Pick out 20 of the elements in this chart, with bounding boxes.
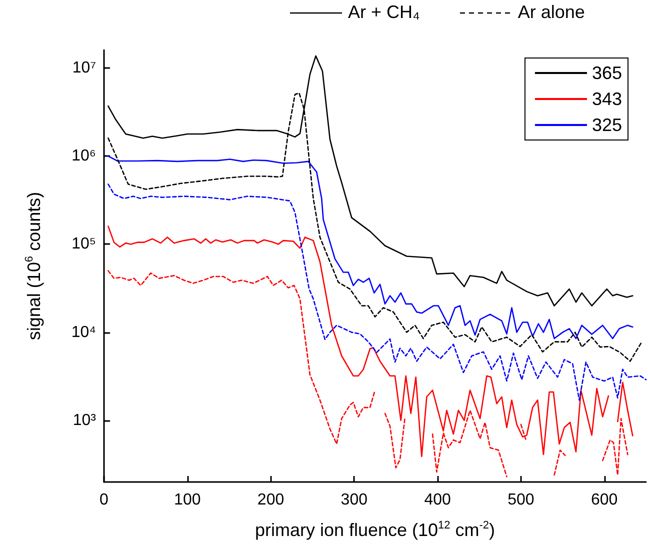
x-tick-label: 400 — [424, 492, 451, 508]
legend-label: 325 — [592, 115, 622, 135]
y-tick-label: 10⁴ — [71, 324, 96, 341]
x-tick-label: 500 — [508, 492, 534, 508]
x-tick-label: 600 — [590, 492, 618, 508]
y-tick-label: 10⁷ — [72, 59, 96, 76]
line-series — [108, 155, 634, 340]
x-tick-label: 300 — [340, 492, 368, 508]
y-tick-label: 10³ — [72, 412, 97, 429]
text: Ar + CH₄ — [348, 2, 420, 23]
y-axis-title: signal (106 counts) — [24, 192, 44, 340]
y-tick-label: 10⁶ — [72, 148, 96, 165]
x-tick-label: 100 — [174, 492, 201, 508]
legend-label: 365 — [592, 63, 622, 83]
line-series — [108, 184, 647, 401]
legend-label: 343 — [592, 89, 622, 109]
text: Ar alone — [518, 2, 585, 23]
y-tick-label: 10⁵ — [72, 236, 96, 253]
x-tick-label: 0 — [100, 492, 109, 508]
x-tick-label: 200 — [257, 492, 284, 508]
